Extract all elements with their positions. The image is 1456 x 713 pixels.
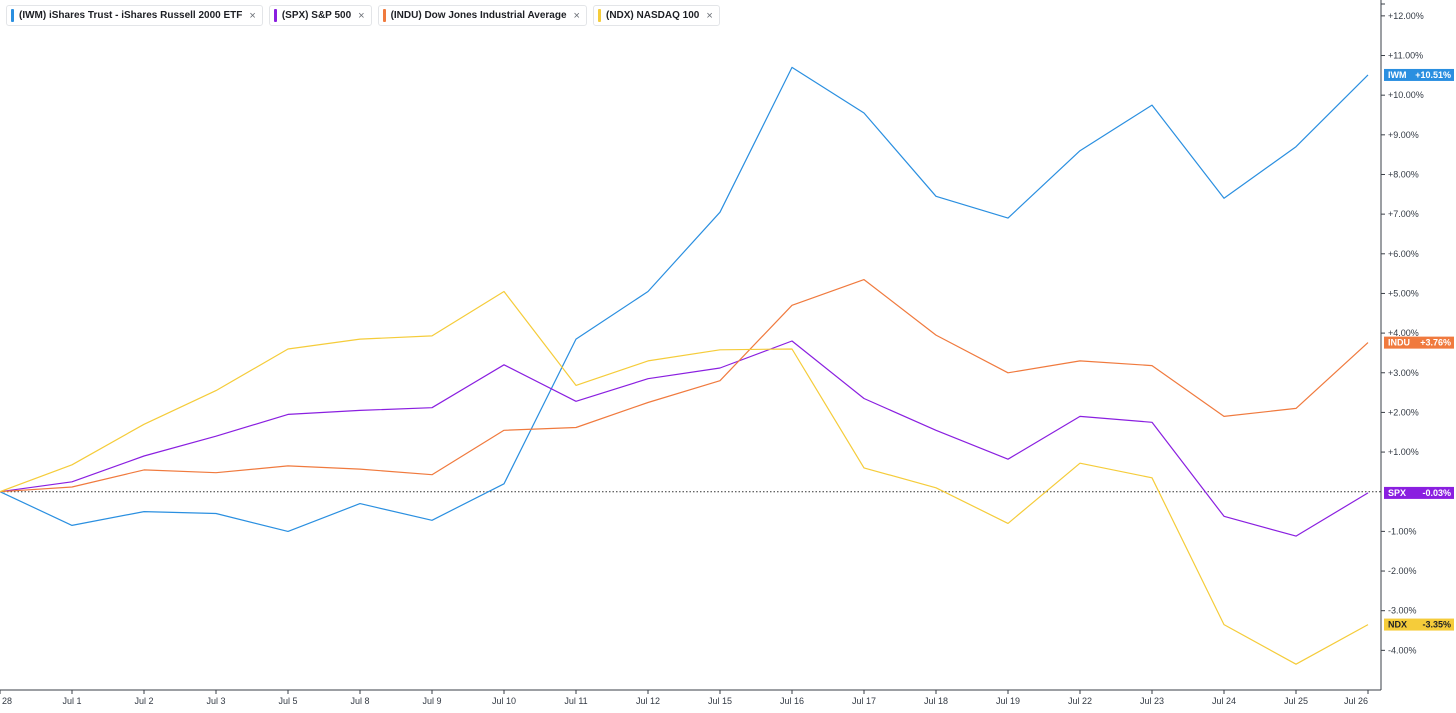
y-tick-label: +2.00% <box>1388 407 1419 417</box>
x-tick-label: Jul 17 <box>852 696 876 706</box>
close-icon[interactable]: × <box>249 9 256 22</box>
close-icon[interactable]: × <box>573 9 580 22</box>
legend-chip-spx[interactable]: (SPX) S&P 500 × <box>268 5 372 26</box>
end-label-name-indu: INDU <box>1388 338 1410 348</box>
legend-swatch-indu <box>382 9 386 22</box>
y-tick-label: -3.00% <box>1388 606 1417 616</box>
y-tick-label: +1.00% <box>1388 447 1419 457</box>
x-tick-label: Jul 12 <box>636 696 660 706</box>
end-label-layer: IWM +10.51% SPX -0.03% INDU +3.76% NDX -3.35% <box>1384 68 1454 631</box>
legend-chip-indu[interactable]: (INDU) Dow Jones Industrial Average × <box>377 5 587 26</box>
x-tick-label: Jul 11 <box>564 696 587 706</box>
legend: (IWM) iShares Trust - iShares Russell 20… <box>6 5 720 26</box>
x-tick-label: Jul 26 <box>1344 696 1368 706</box>
x-tick-label: Jul 2 <box>134 696 153 706</box>
legend-label-iwm: (IWM) iShares Trust - iShares Russell 20… <box>19 10 243 21</box>
legend-label-ndx: (NDX) NASDAQ 100 <box>605 10 700 21</box>
end-label-value-iwm: +10.51% <box>1415 70 1451 80</box>
y-tick-label: +8.00% <box>1388 169 1419 179</box>
y-tick-label: +11.00% <box>1388 51 1423 61</box>
y-tick-label: +12.00% <box>1388 11 1424 21</box>
series-line-iwm <box>0 66 1369 533</box>
x-tick-label: Jul 1 <box>62 696 81 706</box>
x-tick-label: Jul 22 <box>1068 696 1092 706</box>
y-tick-label: +7.00% <box>1388 209 1419 219</box>
series-line-ndx <box>0 290 1369 665</box>
y-tick-label: -4.00% <box>1388 645 1417 655</box>
y-tick-label: -2.00% <box>1388 566 1417 576</box>
legend-label-spx: (SPX) S&P 500 <box>281 10 352 21</box>
x-tick-label: Jul 9 <box>422 696 441 706</box>
end-label-value-ndx: -3.35% <box>1422 620 1451 630</box>
x-tick-label: Jul 10 <box>492 696 516 706</box>
axis-layer: -4.00% -3.00% -2.00% -1.00% +1.00% +2.00% +3.0… <box>0 0 1424 706</box>
x-tick-label: Jul 3 <box>206 696 225 706</box>
end-label-iwm <box>1384 68 1454 81</box>
y-tick-label: +6.00% <box>1388 249 1419 259</box>
series-layer <box>0 66 1369 665</box>
x-tick-label: Jul 18 <box>924 696 948 706</box>
y-tick-label: +9.00% <box>1388 130 1419 140</box>
x-tick-label: Jul 5 <box>278 696 297 706</box>
y-tick-label: +4.00% <box>1388 328 1419 338</box>
series-line-indu <box>0 279 1369 493</box>
legend-chip-ndx[interactable]: (NDX) NASDAQ 100 × <box>592 5 720 26</box>
end-label-indu <box>1384 336 1454 349</box>
x-tick-label: Jul 25 <box>1284 696 1308 706</box>
end-label-ndx <box>1384 618 1454 631</box>
legend-swatch-ndx <box>597 9 601 22</box>
close-icon[interactable]: × <box>706 9 713 22</box>
end-label-spx <box>1384 486 1454 499</box>
y-tick-label: +3.00% <box>1388 368 1419 378</box>
x-tick-label: Jul 23 <box>1140 696 1164 706</box>
legend-label-indu: (INDU) Dow Jones Industrial Average <box>390 10 567 21</box>
legend-swatch-spx <box>273 9 277 22</box>
end-label-value-spx: -0.03% <box>1422 488 1451 498</box>
x-tick-label: 28 <box>2 696 12 706</box>
end-label-name-spx: SPX <box>1388 488 1406 498</box>
x-tick-label: Jul 24 <box>1212 696 1236 706</box>
x-tick-label: Jul 19 <box>996 696 1020 706</box>
x-tick-label: Jul 8 <box>350 696 369 706</box>
end-label-value-indu: +3.76% <box>1420 338 1451 348</box>
y-tick-label: +5.00% <box>1388 288 1419 298</box>
x-tick-label: Jul 16 <box>780 696 804 706</box>
end-label-name-ndx: NDX <box>1388 620 1407 630</box>
y-tick-label: -1.00% <box>1388 526 1417 536</box>
legend-swatch-iwm <box>11 9 14 22</box>
series-line-spx <box>0 340 1369 537</box>
close-icon[interactable]: × <box>358 9 365 22</box>
end-label-name-iwm: IWM <box>1388 70 1407 80</box>
legend-chip-iwm[interactable]: (IWM) iShares Trust - iShares Russell 20… <box>6 5 263 26</box>
y-tick-label: +10.00% <box>1388 90 1424 100</box>
x-tick-label: Jul 15 <box>708 696 732 706</box>
